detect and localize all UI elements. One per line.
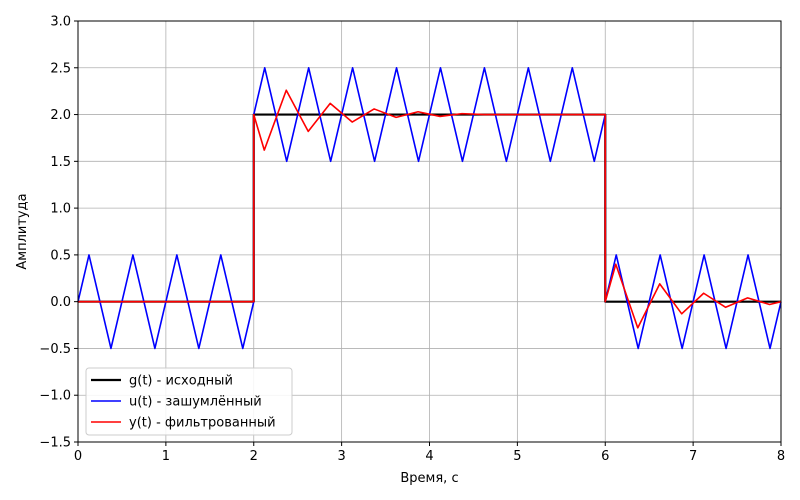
series-layer — [77, 66, 782, 350]
legend-box — [85, 367, 293, 436]
x-tick-label: 6 — [601, 449, 609, 464]
series-y-line — [78, 89, 782, 329]
x-tick-label: 1 — [162, 449, 170, 464]
y-tick-label: −1.0 — [39, 389, 71, 404]
x-tick-label: 4 — [425, 449, 433, 464]
x-axis-label: Время, с — [400, 471, 458, 486]
legend-entry-g: g(t) - исходный — [129, 374, 233, 389]
y-tick-label: 1.5 — [50, 155, 71, 170]
x-tick-label: 0 — [74, 449, 82, 464]
y-tick-label: 2.0 — [50, 108, 71, 123]
legend-entry-y: y(t) - фильтрованный — [129, 416, 276, 431]
y-tick-label: 3.0 — [50, 15, 71, 30]
x-tick-label: 2 — [250, 449, 258, 464]
legend: g(t) - исходный u(t) - зашумлённый y(t) … — [85, 367, 293, 436]
x-tick-label: 8 — [777, 449, 785, 464]
y-tick-label: −0.5 — [39, 342, 71, 357]
y-axis-label: Амплитуда — [15, 193, 30, 269]
x-tick-label: 5 — [513, 449, 521, 464]
x-tick-label: 3 — [337, 449, 345, 464]
y-tick-label: 0.0 — [50, 295, 71, 310]
x-tick-label: 7 — [689, 449, 697, 464]
ticks: 0 1 2 3 4 5 6 7 8 −1.5 −1.0 −0.5 0.0 0.5 1.0 1.5 2.0 2.5 3… — [39, 15, 785, 465]
y-tick-label: 2.5 — [50, 61, 71, 76]
y-tick-label: 1.0 — [50, 202, 71, 217]
y-tick-label: −1.5 — [39, 436, 71, 451]
y-tick-label: 0.5 — [50, 248, 71, 263]
legend-entry-u: u(t) - зашумлённый — [129, 395, 262, 410]
